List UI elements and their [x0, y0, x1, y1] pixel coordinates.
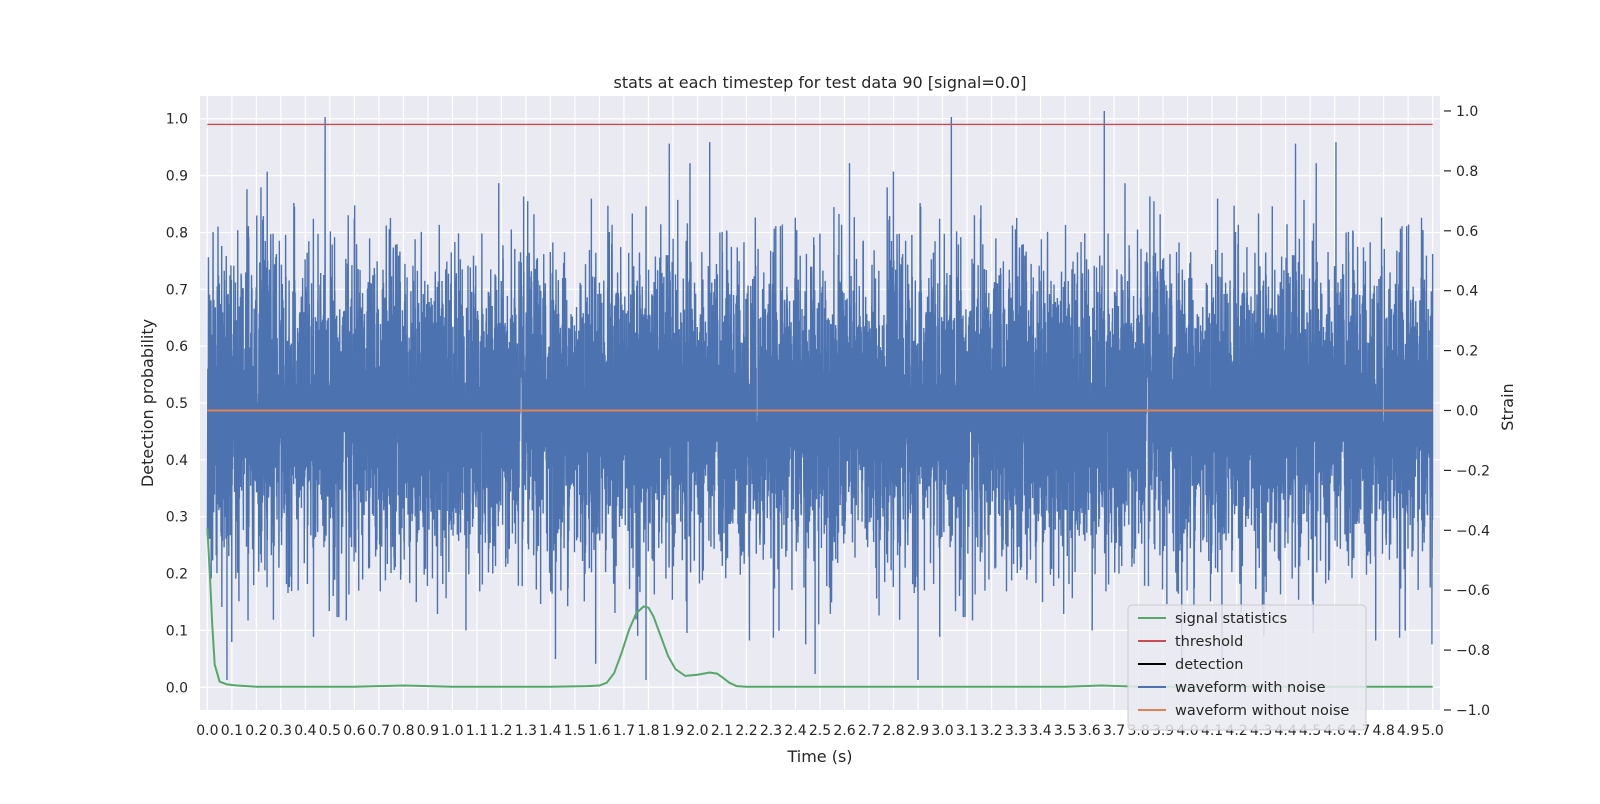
y-left-tick-label: 0.4	[166, 453, 188, 469]
x-tick-label: 3.7	[1103, 723, 1125, 739]
x-tick-label: 2.0	[686, 723, 708, 739]
x-tick-label: 2.5	[809, 723, 831, 739]
x-tick-label: 1.1	[466, 723, 488, 739]
series-lines	[206, 123, 1433, 688]
x-tick-label: 0.0	[196, 723, 218, 739]
y-right-tick-label: 1.0	[1456, 104, 1478, 120]
legend-box	[1127, 604, 1367, 731]
x-tick-label: 4.8	[1373, 723, 1395, 739]
x-tick-label: 0.4	[294, 723, 316, 739]
x-tick-label: 3.5	[1054, 723, 1076, 739]
y-left-tick-label: 0.6	[166, 339, 188, 355]
y-left-tick-label: 0.7	[166, 282, 188, 298]
x-tick-label: 2.8	[882, 723, 904, 739]
series-signal-statistics	[206, 528, 1433, 688]
y-left-tick-label: 0.8	[166, 225, 188, 241]
y-right-tick-label: 0.8	[1456, 164, 1478, 180]
x-tick-label: 1.2	[490, 723, 512, 739]
x-tick-label: 2.7	[858, 723, 880, 739]
y-right-tick-label: −0.8	[1456, 643, 1490, 659]
y-right-tick-label: −0.2	[1456, 463, 1490, 479]
y-right-tick-label: 0.0	[1456, 403, 1478, 419]
x-tick-label: 2.2	[735, 723, 757, 739]
y-left-tick-label: 1.0	[166, 112, 188, 128]
y-right-tick-label: 0.6	[1456, 224, 1478, 240]
legend-entry: signal statistics	[1175, 611, 1287, 627]
y-axis-right-ticks: −1.0 −0.8 −0.6 −0.4 −0.2 0.0 0.2 0.4 0.6 0.8 1.0	[1444, 104, 1490, 719]
x-tick-label: 3.2	[980, 723, 1002, 739]
x-axis-label: Time (s)	[786, 747, 852, 766]
x-tick-label: 3.0	[931, 723, 953, 739]
x-tick-label: 3.6	[1078, 723, 1100, 739]
y-axis-right-label: Strain	[1498, 383, 1517, 430]
x-tick-label: 2.4	[784, 723, 806, 739]
y-left-tick-label: 0.2	[166, 567, 188, 583]
y-right-tick-label: 0.2	[1456, 344, 1478, 360]
x-tick-label: 4.9	[1397, 723, 1419, 739]
x-tick-label: 1.7	[613, 723, 635, 739]
legend-entry: detection	[1175, 657, 1243, 673]
x-tick-label: 0.9	[417, 723, 439, 739]
chart-title: stats at each timestep for test data 90 …	[614, 73, 1027, 92]
y-left-tick-label: 0.0	[166, 680, 188, 696]
y-right-tick-label: 0.4	[1456, 284, 1478, 300]
y-left-tick-label: 0.3	[166, 510, 188, 526]
y-axis-left-ticks: 0.0 0.1 0.2 0.3 0.4 0.5 0.6 0.7 0.8 0.9 1.0	[166, 112, 188, 697]
legend-entry: threshold	[1175, 634, 1243, 650]
y-right-tick-label: −0.4	[1456, 523, 1490, 539]
y-left-tick-label: 0.1	[166, 623, 188, 639]
y-axis-left-label: Detection probability	[138, 319, 157, 487]
x-tick-label: 2.3	[760, 723, 782, 739]
x-tick-label: 0.7	[368, 723, 390, 739]
x-tick-label: 1.6	[588, 723, 610, 739]
x-tick-label: 1.9	[662, 723, 684, 739]
x-tick-label: 0.1	[221, 723, 243, 739]
series-waveform-with-noise	[206, 110, 1434, 681]
x-tick-label: 1.3	[515, 723, 537, 739]
x-tick-label: 2.6	[833, 723, 855, 739]
x-tick-label: 0.5	[319, 723, 341, 739]
waveform-with-noise-line	[206, 110, 1434, 681]
x-tick-label: 3.4	[1029, 723, 1051, 739]
legend-entry: waveform with noise	[1175, 680, 1326, 696]
x-tick-label: 5.0	[1422, 723, 1444, 739]
legend: signal statistics threshold detection wavef…	[1127, 604, 1367, 731]
x-tick-label: 1.0	[441, 723, 463, 739]
x-tick-label: 1.5	[564, 723, 586, 739]
x-tick-label: 2.9	[907, 723, 929, 739]
x-tick-label: 0.6	[343, 723, 365, 739]
x-tick-label: 1.8	[637, 723, 659, 739]
x-tick-label: 3.1	[956, 723, 978, 739]
y-right-tick-label: −1.0	[1456, 703, 1490, 719]
y-left-tick-label: 0.9	[166, 169, 188, 185]
x-tick-label: 1.4	[539, 723, 561, 739]
x-tick-label: 0.8	[392, 723, 414, 739]
x-tick-label: 0.3	[270, 723, 292, 739]
x-tick-label: 2.1	[711, 723, 733, 739]
y-right-tick-label: −0.6	[1456, 583, 1490, 599]
legend-entry: waveform without noise	[1175, 703, 1349, 719]
y-left-tick-label: 0.5	[166, 396, 188, 412]
x-tick-label: 3.3	[1005, 723, 1027, 739]
x-tick-label: 0.2	[245, 723, 267, 739]
